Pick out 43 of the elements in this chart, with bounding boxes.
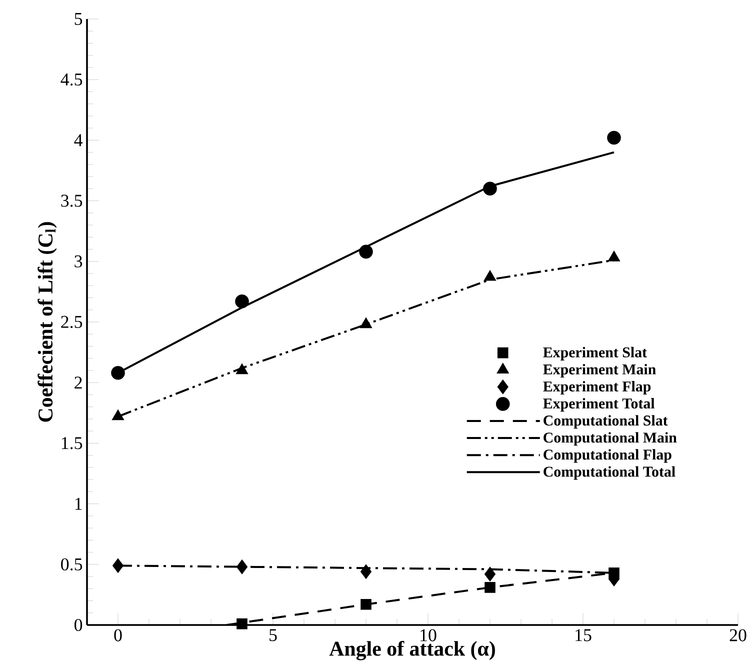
x-tick-label: 20 — [730, 629, 746, 642]
point — [360, 598, 372, 610]
point — [608, 251, 620, 262]
y-axis-title: Coeffecient of Lift (C$_{l}$) — [38, 222, 57, 422]
y-tick-label: 0 — [74, 618, 82, 632]
x-tick-label: 5 — [270, 629, 277, 642]
legend-label: Computational Flap — [544, 449, 672, 463]
y-tick-label: 3 — [74, 255, 82, 268]
y-tick-label: 2.5 — [61, 316, 82, 328]
y-tick-label: 1 — [75, 498, 82, 510]
y-tick-label: 0.5 — [61, 558, 82, 570]
point — [236, 560, 248, 574]
y-tick-label: 5 — [74, 13, 82, 25]
y-tick-label: 1.5 — [62, 437, 82, 450]
point — [235, 294, 249, 308]
legend-label: Experiment Flap — [543, 380, 651, 395]
x-axis-title: Angle of attack (α) — [329, 640, 495, 660]
point — [236, 364, 248, 374]
x-tick-label: 15 — [576, 629, 592, 642]
legend-label: Experiment Main — [543, 364, 656, 378]
point — [360, 318, 372, 328]
x-tick-label: 0 — [114, 629, 122, 642]
legend-label: Computational Slat — [544, 415, 668, 429]
point — [483, 182, 497, 196]
legend-label: Computational Main — [544, 432, 677, 446]
point — [360, 564, 372, 579]
point — [484, 567, 496, 581]
point — [607, 130, 621, 145]
x-tick-label: 10 — [420, 629, 436, 642]
y-tick-label: 4 — [74, 134, 82, 146]
y-tick-label: 4.5 — [60, 74, 82, 86]
point — [112, 558, 124, 573]
legend-label: Computational Total — [544, 466, 676, 480]
y-tick-label: 2 — [74, 376, 82, 389]
point — [484, 582, 496, 593]
legend-label: Experiment Slat — [543, 346, 647, 360]
point — [112, 410, 124, 420]
point — [236, 618, 248, 630]
point — [484, 270, 496, 281]
point — [111, 366, 125, 380]
legend-label: Experiment Total — [543, 398, 655, 412]
point — [359, 244, 373, 259]
y-tick-label: 3.5 — [61, 194, 82, 207]
